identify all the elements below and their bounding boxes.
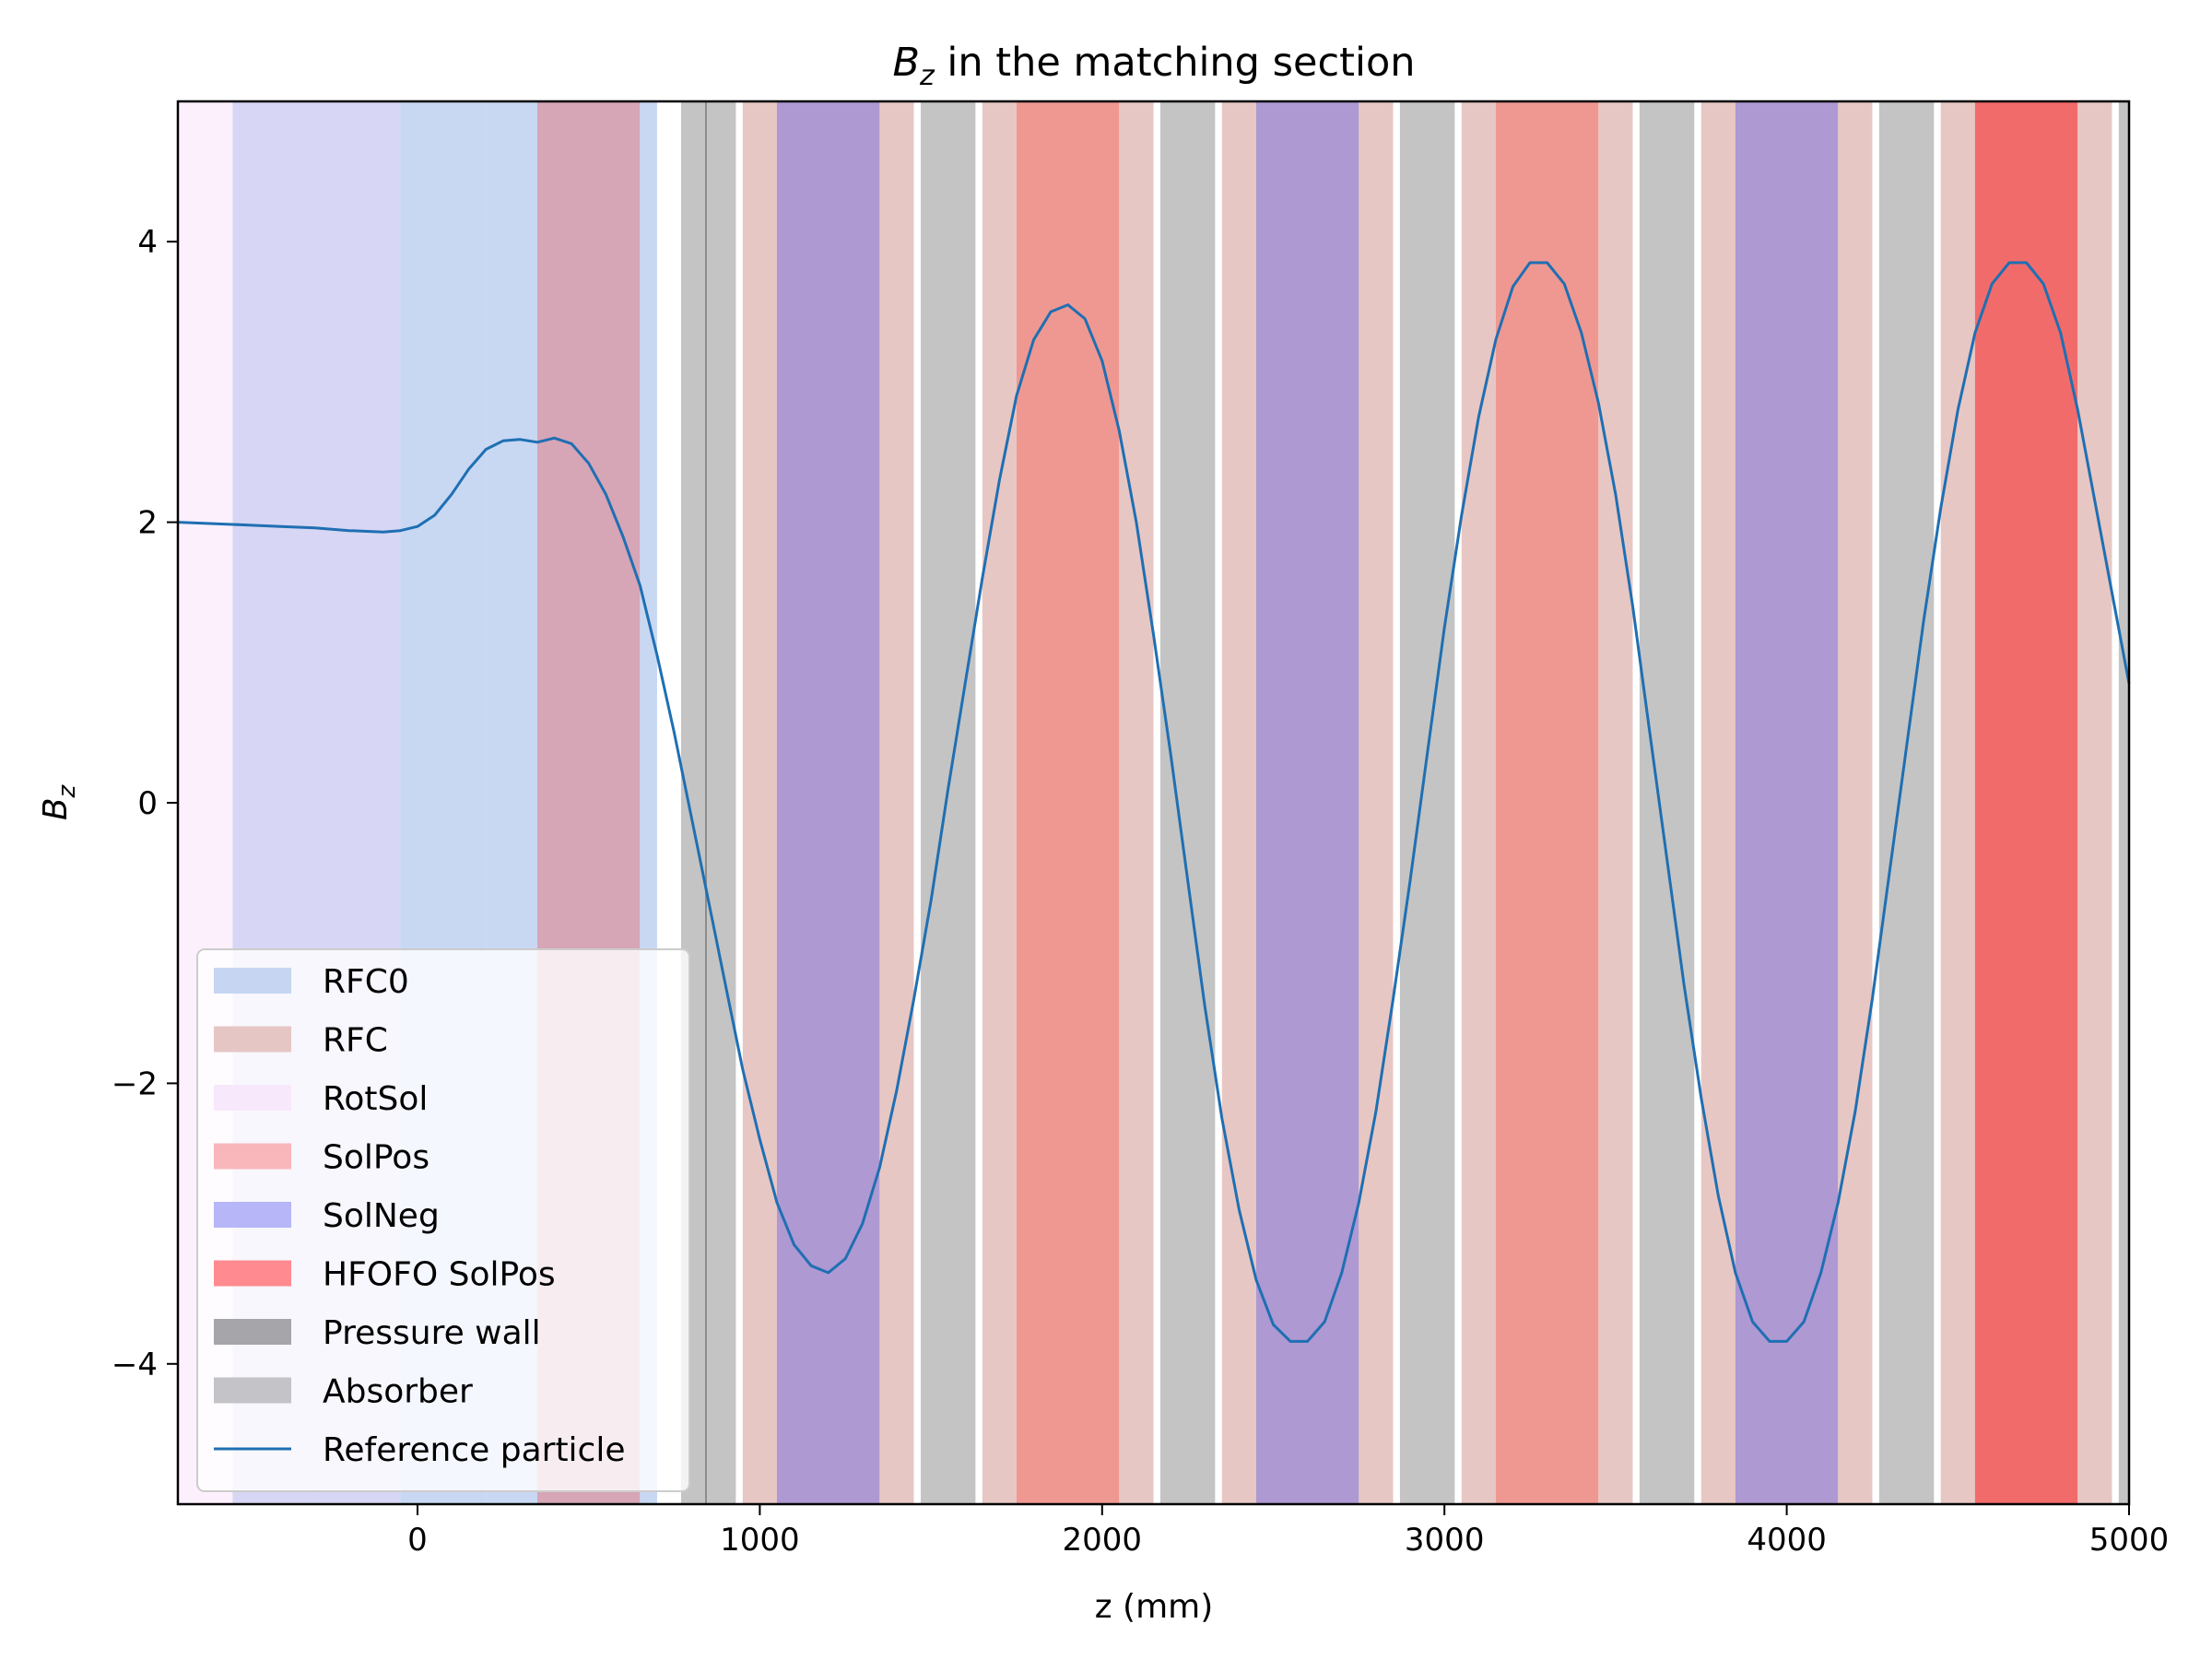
y-axis-label: Bz: [37, 783, 81, 820]
legend-label-rfc0: RFC0: [323, 963, 409, 1001]
x-tick-label: 4000: [1747, 1522, 1827, 1559]
region-rfc-18: [1221, 101, 1256, 1504]
region-absorber-21: [1399, 101, 1455, 1504]
legend: RFC0 RFC RotSol SolPos SolNeg HFOFO SolPos Pre…: [196, 948, 690, 1492]
legend-label-solneg: SolNeg: [323, 1197, 440, 1235]
y-tick-label: −4: [112, 1347, 158, 1383]
series-line-reference-particle: [177, 261, 2131, 1343]
x-tick-label: 2000: [1063, 1522, 1143, 1559]
region-absorber-29: [1878, 101, 1935, 1504]
region-rfc-24: [1598, 101, 1633, 1504]
legend-swatch-hfofo-solpos: [214, 1260, 291, 1287]
y-tick-label: −2: [112, 1065, 158, 1102]
legend-label-solpos: SolPos: [323, 1139, 429, 1177]
legend-label-rfc: RFC: [323, 1022, 388, 1060]
legend-swatch-rfc: [214, 1026, 291, 1053]
region-absorber-13: [920, 101, 976, 1504]
chart-title: Bz in the matching section: [892, 40, 1415, 92]
series-layer: [177, 261, 2131, 1343]
region-solpos-23: [1495, 101, 1599, 1504]
legend-swatch-rfc0: [214, 968, 291, 994]
x-tick-label: 3000: [1405, 1522, 1485, 1559]
region-rfc-12: [879, 101, 914, 1504]
region-solpos-15: [1016, 101, 1120, 1504]
legend-swatch-solneg: [214, 1202, 291, 1228]
x-tick-label: 1000: [720, 1522, 800, 1559]
region-rfc-20: [1359, 101, 1394, 1504]
legend-swatch-solpos: [214, 1143, 291, 1170]
x-tick-label: 0: [407, 1522, 428, 1559]
legend-label-absorber: Absorber: [323, 1373, 473, 1411]
region-solneg-11: [776, 101, 880, 1504]
region-rfc-28: [1838, 101, 1873, 1504]
legend-label-rotsol: RotSol: [323, 1080, 428, 1118]
legend-label-reference-particle: Reference particle: [323, 1431, 626, 1469]
region-absorber-9: [707, 101, 736, 1504]
x-axis-label: z (mm): [1095, 1588, 1214, 1626]
legend-swatch-pressure-wall: [214, 1319, 291, 1345]
legend-swatch-rotsol: [214, 1085, 291, 1111]
legend-label-pressure-wall: Pressure wall: [323, 1314, 541, 1352]
y-axis: −4 −2 0 2 4: [112, 224, 178, 1383]
legend-label-hfofo-solpos: HFOFO SolPos: [323, 1256, 556, 1294]
region-solneg-27: [1735, 101, 1839, 1504]
region-pressure-wall-8: [704, 101, 708, 1504]
region-absorber-17: [1159, 101, 1216, 1504]
region-absorber-25: [1639, 101, 1695, 1504]
svg-text:Bz: Bz: [37, 783, 81, 820]
region-absorber-33: [2118, 101, 2129, 1504]
legend-box: [196, 948, 690, 1492]
region-rfc-22: [1461, 101, 1496, 1504]
region-rfc-10: [742, 101, 777, 1504]
x-tick-label: 5000: [2089, 1522, 2170, 1559]
region-rfc-16: [1119, 101, 1154, 1504]
x-axis: 0 1000 2000 3000 4000 5000: [407, 1504, 2169, 1559]
y-tick-label: 2: [137, 505, 158, 542]
region-rfc-30: [1940, 101, 1975, 1504]
y-tick-label: 4: [137, 224, 158, 261]
region-rfc-26: [1700, 101, 1735, 1504]
region-hfofo-solpos-31: [1974, 101, 2078, 1504]
y-tick-label: 0: [137, 785, 158, 822]
region-rfc-32: [2077, 101, 2112, 1504]
region-rfc-14: [982, 101, 1017, 1504]
legend-swatch-absorber: [214, 1377, 291, 1404]
region-solneg-19: [1255, 101, 1359, 1504]
